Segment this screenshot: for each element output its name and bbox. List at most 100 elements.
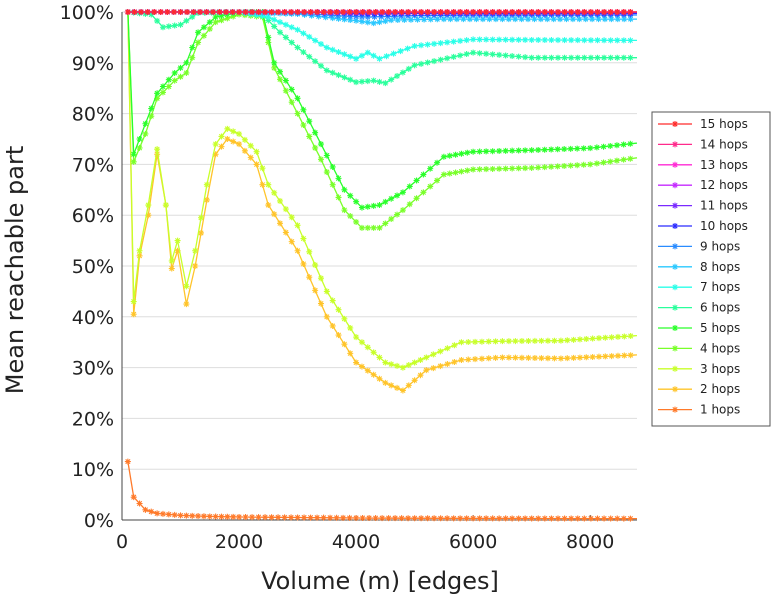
data-point bbox=[483, 166, 490, 173]
data-point bbox=[452, 151, 459, 158]
data-point bbox=[601, 515, 608, 522]
data-point bbox=[499, 354, 506, 361]
data-point bbox=[465, 356, 472, 363]
data-point bbox=[314, 514, 321, 521]
data-point bbox=[359, 9, 366, 15]
data-point bbox=[312, 287, 319, 294]
x-axis-label: Volume (m) [edges] bbox=[261, 567, 499, 595]
data-point bbox=[472, 338, 479, 345]
data-point bbox=[457, 37, 464, 44]
data-point bbox=[411, 9, 418, 15]
data-point bbox=[476, 148, 483, 155]
data-point bbox=[130, 494, 137, 501]
data-point bbox=[300, 49, 307, 56]
data-point bbox=[444, 515, 451, 522]
data-point bbox=[541, 37, 548, 44]
data-point bbox=[489, 148, 496, 155]
data-point bbox=[607, 9, 614, 15]
data-point bbox=[554, 54, 561, 61]
data-point bbox=[294, 514, 301, 521]
data-point bbox=[518, 16, 525, 23]
data-point bbox=[465, 339, 472, 346]
data-point bbox=[312, 144, 319, 151]
data-point bbox=[535, 146, 542, 153]
data-point bbox=[405, 382, 412, 389]
data-point bbox=[518, 354, 525, 361]
data-point bbox=[447, 16, 454, 23]
data-point bbox=[413, 195, 420, 202]
data-point bbox=[451, 359, 458, 366]
data-point bbox=[136, 500, 143, 507]
data-point bbox=[434, 159, 441, 166]
data-point bbox=[218, 17, 225, 24]
data-point bbox=[470, 49, 477, 56]
legend-label: 13 hops bbox=[700, 158, 748, 172]
data-point bbox=[399, 364, 406, 371]
data-point bbox=[525, 16, 532, 23]
legend-marker bbox=[672, 325, 678, 331]
data-point bbox=[580, 161, 587, 168]
data-point bbox=[528, 164, 535, 171]
data-point bbox=[242, 514, 249, 521]
data-point bbox=[394, 362, 401, 369]
data-point bbox=[417, 356, 424, 363]
data-point bbox=[315, 13, 322, 20]
data-point bbox=[224, 125, 231, 132]
data-point bbox=[423, 354, 430, 361]
data-point bbox=[478, 338, 485, 345]
data-point bbox=[241, 147, 248, 154]
data-point bbox=[388, 195, 395, 202]
data-point bbox=[288, 514, 295, 521]
data-point bbox=[509, 9, 516, 15]
y-tick-label: 100% bbox=[60, 2, 114, 24]
data-point bbox=[370, 20, 377, 27]
data-point bbox=[317, 62, 324, 69]
data-point bbox=[392, 9, 399, 15]
data-point bbox=[614, 515, 621, 522]
data-point bbox=[259, 165, 266, 172]
data-point bbox=[515, 515, 522, 522]
data-point bbox=[376, 202, 383, 209]
data-point bbox=[353, 13, 360, 20]
data-point bbox=[587, 515, 594, 522]
x-tick-label: 8000 bbox=[566, 531, 614, 553]
data-point bbox=[203, 9, 210, 15]
data-point bbox=[206, 513, 213, 520]
data-point bbox=[294, 95, 301, 102]
legend-label: 14 hops bbox=[700, 137, 748, 151]
data-point bbox=[550, 16, 557, 23]
data-point bbox=[594, 515, 601, 522]
data-point bbox=[570, 354, 577, 361]
data-point bbox=[370, 224, 377, 231]
data-point bbox=[535, 515, 542, 522]
data-point bbox=[218, 133, 225, 140]
data-point bbox=[535, 36, 542, 43]
data-point bbox=[502, 36, 509, 43]
data-point bbox=[277, 68, 284, 75]
data-point bbox=[300, 106, 307, 113]
data-point bbox=[446, 152, 453, 159]
data-point bbox=[424, 41, 431, 48]
data-point bbox=[341, 51, 348, 58]
data-point bbox=[376, 19, 383, 26]
data-point bbox=[544, 16, 551, 23]
y-tick-label: 90% bbox=[72, 53, 114, 75]
data-point bbox=[218, 513, 225, 520]
data-point bbox=[620, 515, 627, 522]
data-point bbox=[399, 387, 406, 394]
data-point bbox=[341, 186, 348, 193]
data-point bbox=[370, 349, 377, 356]
data-point bbox=[444, 9, 451, 15]
data-point bbox=[405, 515, 412, 522]
data-point bbox=[446, 170, 453, 177]
data-point bbox=[136, 136, 143, 142]
data-point bbox=[437, 40, 444, 47]
data-point bbox=[198, 214, 205, 221]
data-point bbox=[335, 332, 342, 339]
data-point bbox=[538, 355, 545, 362]
data-point bbox=[499, 338, 506, 345]
data-point bbox=[528, 515, 535, 522]
data-point bbox=[281, 514, 288, 521]
data-point bbox=[525, 354, 532, 361]
data-point bbox=[294, 247, 301, 254]
